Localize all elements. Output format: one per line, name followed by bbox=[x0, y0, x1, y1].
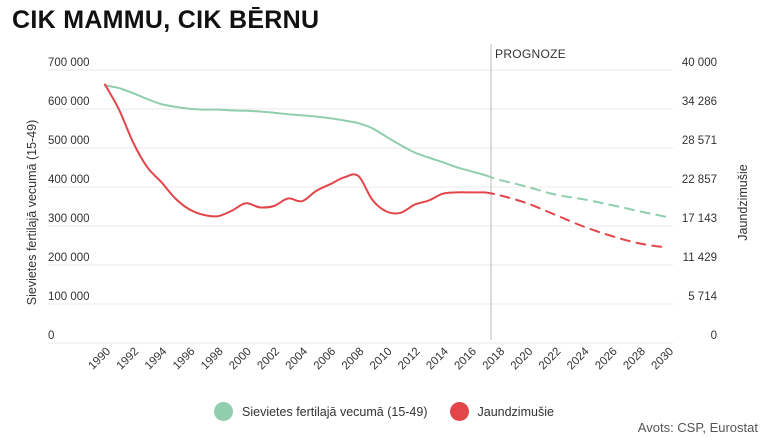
x-axis-ticks: 1990 1992 1994 1996 1998 2000 2002 2004 2006 2008… bbox=[87, 345, 677, 372]
legend-swatch-green bbox=[214, 402, 233, 421]
x-tick-label: 2000 bbox=[227, 346, 254, 373]
legend-item-newborns: Jaundzimušie bbox=[449, 402, 554, 421]
series-line-women bbox=[104, 84, 486, 177]
right-axis-title: Jaundzimušie bbox=[736, 164, 750, 240]
left-axis-title: Sievietes fertilajā vecumā (15-49) bbox=[25, 120, 39, 306]
x-tick-label: 1996 bbox=[171, 346, 198, 373]
gridlines bbox=[48, 69, 673, 344]
right-tick-label: 17 143 bbox=[682, 213, 717, 225]
left-tick-label: 400 000 bbox=[48, 174, 90, 186]
left-tick-label: 0 bbox=[48, 330, 54, 342]
x-tick-label: 2006 bbox=[312, 346, 339, 373]
source-note: Avots: CSP, Eurostat bbox=[637, 420, 758, 435]
x-tick-label: 2020 bbox=[509, 346, 536, 373]
x-tick-label: 1994 bbox=[143, 345, 170, 372]
left-axis-ticks: 0 100 000 200 000 300 000 400 000 500 000 600 … bbox=[48, 57, 90, 342]
x-tick-label: 2026 bbox=[593, 346, 620, 373]
x-tick-label: 2014 bbox=[424, 345, 451, 372]
left-tick-label: 300 000 bbox=[48, 213, 90, 225]
left-tick-label: 500 000 bbox=[48, 135, 90, 147]
x-tick-label: 2016 bbox=[452, 346, 479, 373]
series-line-women-forecast bbox=[484, 174, 669, 219]
x-tick-label: 2024 bbox=[565, 345, 592, 372]
left-tick-label: 600 000 bbox=[48, 96, 90, 108]
right-axis-ticks: 0 5 714 11 429 17 143 22 857 28 571 34 286 40 0… bbox=[682, 57, 718, 342]
x-tick-label: 2028 bbox=[621, 346, 648, 373]
right-tick-label: 11 429 bbox=[683, 252, 717, 264]
legend-swatch-red bbox=[449, 402, 469, 421]
x-tick-label: 2030 bbox=[650, 346, 677, 373]
legend-label-newborns: Jaundzimušie bbox=[477, 404, 554, 419]
x-tick-label: 2008 bbox=[340, 346, 367, 373]
chart-title: CIK MAMMU, CIK BĒRNU bbox=[12, 6, 320, 34]
x-tick-label: 2010 bbox=[368, 346, 395, 373]
left-tick-label: 100 000 bbox=[48, 291, 90, 303]
legend-item-women: Sievietes fertilajā vecumā (15-49) bbox=[214, 402, 428, 421]
x-tick-label: 2002 bbox=[255, 346, 282, 373]
x-tick-label: 1998 bbox=[199, 346, 226, 373]
x-tick-label: 2004 bbox=[284, 345, 311, 372]
x-tick-label: 2022 bbox=[537, 346, 564, 373]
x-tick-label: 2018 bbox=[481, 346, 508, 373]
series-line-newborns-forecast bbox=[484, 191, 669, 249]
left-tick-label: 700 000 bbox=[48, 57, 90, 69]
legend-label-women: Sievietes fertilajā vecumā (15-49) bbox=[242, 404, 428, 419]
right-tick-label: 0 bbox=[711, 330, 717, 342]
series-line-newborns bbox=[104, 83, 486, 218]
forecast-label: PROGNOZE bbox=[495, 47, 566, 61]
left-tick-label: 200 000 bbox=[48, 252, 90, 264]
right-tick-label: 34 286 bbox=[682, 96, 717, 108]
right-tick-label: 5 714 bbox=[688, 291, 717, 303]
x-tick-label: 1992 bbox=[115, 346, 142, 373]
legend: Sievietes fertilajā vecumā (15-49) Jaund… bbox=[214, 402, 576, 421]
series-lines bbox=[104, 83, 669, 249]
right-tick-label: 28 571 bbox=[682, 135, 717, 147]
right-tick-label: 22 857 bbox=[682, 174, 717, 186]
x-tick-label: 1990 bbox=[87, 346, 114, 373]
right-tick-label: 40 000 bbox=[682, 57, 717, 69]
x-tick-label: 2012 bbox=[396, 346, 423, 373]
